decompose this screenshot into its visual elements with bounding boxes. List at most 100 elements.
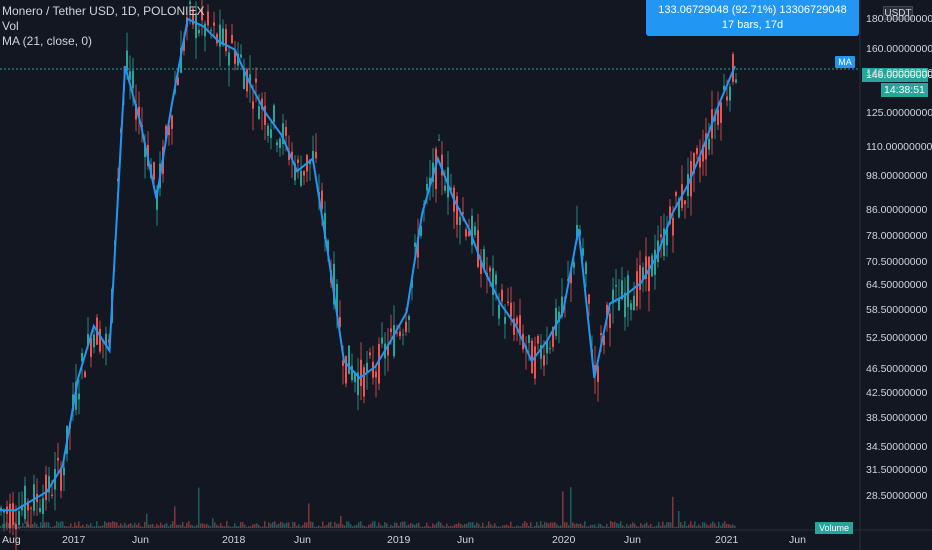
candle-body xyxy=(363,367,365,397)
volume-bar xyxy=(354,525,356,528)
candle-body xyxy=(57,457,59,461)
volume-bar xyxy=(604,526,606,528)
currency-button[interactable]: USDT xyxy=(883,6,913,20)
volume-bar xyxy=(132,525,134,528)
volume-bar xyxy=(708,525,710,528)
volume-bar xyxy=(236,525,238,528)
candle-body xyxy=(390,328,392,333)
candle-body xyxy=(177,77,179,86)
volume-bar xyxy=(272,522,274,528)
candle-body xyxy=(243,68,245,90)
candle-body xyxy=(288,150,290,160)
candle-body xyxy=(27,501,29,511)
volume-bar xyxy=(712,521,714,528)
volume-bar xyxy=(106,522,108,528)
volume-bar xyxy=(514,526,516,528)
volume-bar xyxy=(398,525,400,528)
volume-bar xyxy=(658,522,660,528)
volume-bar xyxy=(616,523,618,528)
volume-bar xyxy=(672,496,674,528)
volume-bar xyxy=(668,522,670,528)
volume-bar xyxy=(274,521,276,528)
candle-body xyxy=(717,109,719,125)
candle-body xyxy=(21,504,23,511)
candle-body xyxy=(285,127,287,136)
y-tick-label: 125.00000000 xyxy=(866,107,932,120)
volume-bar xyxy=(424,526,426,528)
candle-body xyxy=(429,177,431,186)
x-tick-label: Jun xyxy=(457,534,474,546)
volume-bar xyxy=(8,523,10,528)
volume-bar xyxy=(116,522,118,528)
volume-bar xyxy=(70,523,72,528)
candle-body xyxy=(234,50,236,64)
volume-bar xyxy=(700,525,702,528)
candle-body xyxy=(462,212,464,214)
candle-body xyxy=(405,321,407,332)
volume-bar xyxy=(408,524,410,528)
volume-bar xyxy=(468,522,470,528)
candle-body xyxy=(300,170,302,186)
volume-bar xyxy=(112,521,114,528)
volume-bar xyxy=(26,521,28,528)
volume-bar xyxy=(94,526,96,528)
volume-bar xyxy=(466,523,468,528)
candle-body xyxy=(81,352,83,362)
candle-body xyxy=(726,96,728,101)
volume-bar xyxy=(190,524,192,528)
candle-body xyxy=(417,236,419,258)
volume-bar xyxy=(50,526,52,528)
chart-legend: Monero / Tether USD, 1D, POLONIEX Vol MA… xyxy=(2,4,205,49)
x-tick-label: Jun xyxy=(132,534,149,546)
volume-bar xyxy=(184,526,186,528)
ma-indicator-label[interactable]: MA (21, close, 0) xyxy=(2,34,93,48)
volume-bar xyxy=(0,525,2,528)
candle-body xyxy=(459,216,461,226)
candle-body xyxy=(735,79,737,83)
candle-body xyxy=(273,105,275,122)
volume-bar xyxy=(520,526,522,528)
candle-body xyxy=(60,467,62,491)
volume-bar xyxy=(22,523,24,528)
volume-bar xyxy=(238,526,240,528)
candle-body xyxy=(237,53,239,66)
volume-bar xyxy=(40,522,42,528)
volume-bar xyxy=(76,525,78,528)
candle-body xyxy=(723,85,725,91)
volume-bar xyxy=(410,523,412,528)
candle-body xyxy=(51,494,53,496)
candle-body xyxy=(189,1,191,5)
volume-indicator-label[interactable]: Vol xyxy=(2,19,19,33)
volume-bar xyxy=(476,522,478,528)
candle-body xyxy=(282,123,284,145)
volume-bar xyxy=(576,523,578,528)
volume-bar xyxy=(248,526,250,528)
candle-body xyxy=(585,262,587,275)
volume-bar xyxy=(624,526,626,528)
volume-bar xyxy=(426,522,428,528)
candle-body xyxy=(582,248,584,256)
volume-bar xyxy=(182,522,184,528)
candle-body xyxy=(615,285,617,287)
candle-body xyxy=(3,509,5,513)
candle-body xyxy=(195,13,197,39)
volume-bar xyxy=(590,524,592,528)
volume-bar xyxy=(676,526,678,528)
candle-body xyxy=(204,23,206,37)
candle-body xyxy=(660,234,662,238)
volume-bar xyxy=(602,525,604,528)
candle-body xyxy=(372,361,374,378)
volume-bar xyxy=(80,526,82,528)
volume-bar xyxy=(504,525,506,528)
volume-bar xyxy=(464,524,466,528)
candle-body xyxy=(240,54,242,58)
volume-bar xyxy=(210,526,212,528)
volume-bar xyxy=(386,523,388,528)
volume-bar xyxy=(568,525,570,528)
volume-bar xyxy=(664,525,666,528)
volume-bar xyxy=(560,525,562,528)
candle-body xyxy=(678,198,680,218)
candle-body xyxy=(501,289,503,302)
candle-body xyxy=(42,498,44,514)
